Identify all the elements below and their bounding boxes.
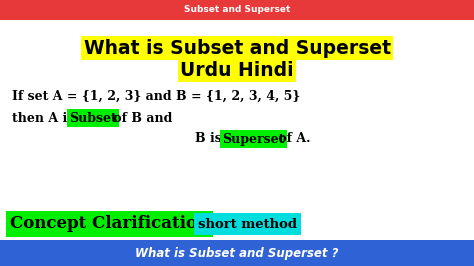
Text: Concept Clarification: Concept Clarification xyxy=(10,215,209,232)
Text: Subset and Superset: Subset and Superset xyxy=(184,6,290,15)
FancyBboxPatch shape xyxy=(0,0,474,20)
FancyBboxPatch shape xyxy=(0,240,474,266)
Text: of B and: of B and xyxy=(109,111,173,124)
Text: of A.: of A. xyxy=(274,132,310,146)
Text: Superset: Superset xyxy=(222,132,284,146)
Text: What is Subset and Superset: What is Subset and Superset xyxy=(83,39,391,57)
Text: short method: short method xyxy=(198,218,297,231)
Text: B is: B is xyxy=(195,132,222,146)
Text: then A is: then A is xyxy=(12,111,79,124)
Text: If set A = {1, 2, 3} and B = {1, 2, 3, 4, 5}: If set A = {1, 2, 3} and B = {1, 2, 3, 4… xyxy=(12,89,300,102)
Text: Urdu Hindi: Urdu Hindi xyxy=(180,60,294,80)
Text: Subset: Subset xyxy=(69,111,117,124)
Text: What is Subset and Superset ?: What is Subset and Superset ? xyxy=(135,247,339,260)
